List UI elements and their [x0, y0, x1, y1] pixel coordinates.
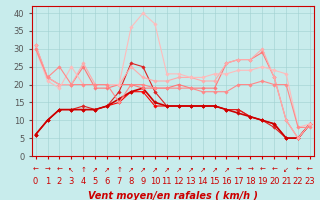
- Text: 11: 11: [162, 178, 172, 186]
- Text: ↖: ↖: [68, 167, 74, 173]
- Text: ↗: ↗: [224, 167, 229, 173]
- Text: 5: 5: [92, 178, 98, 186]
- Text: →: →: [44, 167, 51, 173]
- Text: Vent moyen/en rafales ( km/h ): Vent moyen/en rafales ( km/h ): [88, 191, 258, 200]
- Text: →: →: [247, 167, 253, 173]
- Text: ←: ←: [307, 167, 313, 173]
- Text: 6: 6: [105, 178, 110, 186]
- Text: 15: 15: [209, 178, 220, 186]
- Text: ↗: ↗: [188, 167, 194, 173]
- Text: 22: 22: [293, 178, 303, 186]
- Text: ↗: ↗: [92, 167, 98, 173]
- Text: 1: 1: [45, 178, 50, 186]
- Text: 18: 18: [245, 178, 256, 186]
- Text: ↙: ↙: [283, 167, 289, 173]
- Text: 19: 19: [257, 178, 268, 186]
- Text: 23: 23: [305, 178, 315, 186]
- Text: ↑: ↑: [116, 167, 122, 173]
- Text: ↗: ↗: [152, 167, 158, 173]
- Text: ↗: ↗: [212, 167, 218, 173]
- Text: 4: 4: [81, 178, 86, 186]
- Text: ←: ←: [271, 167, 277, 173]
- Text: ←: ←: [57, 167, 62, 173]
- Text: 14: 14: [197, 178, 208, 186]
- Text: ↗: ↗: [128, 167, 134, 173]
- Text: ↑: ↑: [80, 167, 86, 173]
- Text: 9: 9: [140, 178, 146, 186]
- Text: 13: 13: [185, 178, 196, 186]
- Text: 21: 21: [281, 178, 292, 186]
- Text: ←: ←: [295, 167, 301, 173]
- Text: 17: 17: [233, 178, 244, 186]
- Text: ↗: ↗: [140, 167, 146, 173]
- Text: 10: 10: [150, 178, 160, 186]
- Text: 20: 20: [269, 178, 279, 186]
- Text: 3: 3: [69, 178, 74, 186]
- Text: ←: ←: [33, 167, 38, 173]
- Text: 16: 16: [221, 178, 232, 186]
- Text: ←: ←: [259, 167, 265, 173]
- Text: ↗: ↗: [164, 167, 170, 173]
- Text: 8: 8: [128, 178, 134, 186]
- Text: ↗: ↗: [200, 167, 205, 173]
- Text: →: →: [236, 167, 241, 173]
- Text: ↗: ↗: [104, 167, 110, 173]
- Text: 0: 0: [33, 178, 38, 186]
- Text: 2: 2: [57, 178, 62, 186]
- Text: 7: 7: [116, 178, 122, 186]
- Text: 12: 12: [173, 178, 184, 186]
- Text: ↗: ↗: [176, 167, 182, 173]
